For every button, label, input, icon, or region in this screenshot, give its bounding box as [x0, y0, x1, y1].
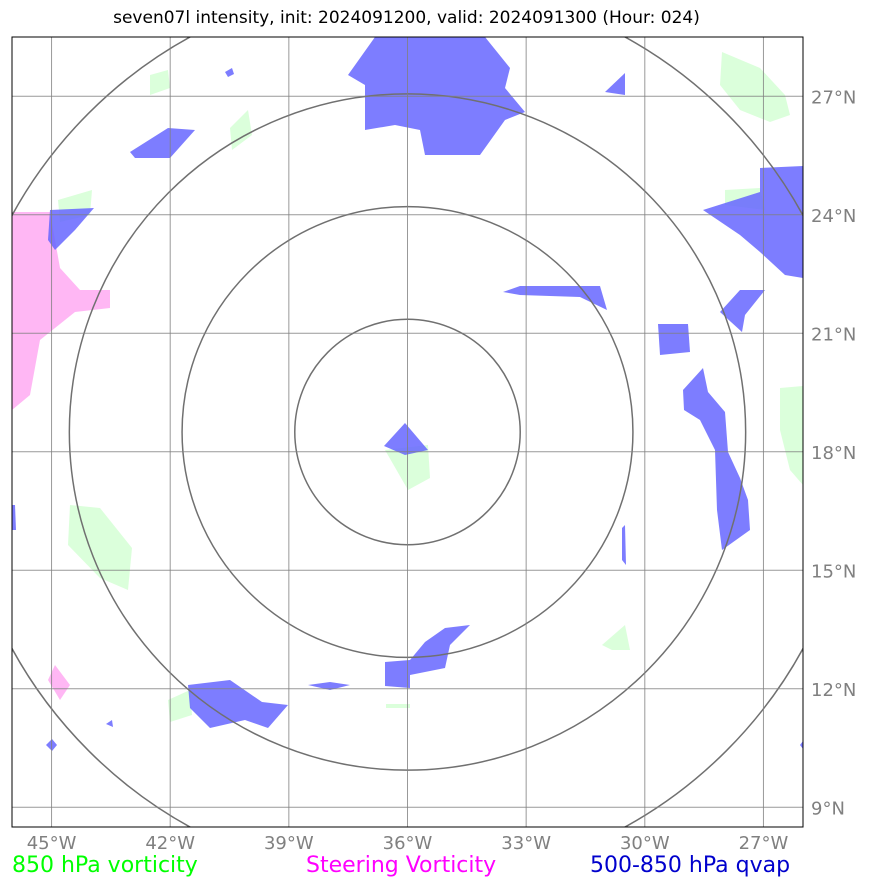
latitude-tick-label: 12°N	[811, 680, 856, 701]
longitude-labels: 45°W 42°W 39°W 36°W 33°W 30°W 27°W	[27, 833, 789, 854]
latitude-tick-label: 15°N	[811, 561, 856, 582]
longitude-tick-label: 27°W	[739, 833, 789, 854]
longitude-tick-label: 36°W	[383, 833, 433, 854]
map-title: seven07l intensity, init: 2024091200, va…	[113, 8, 700, 28]
longitude-tick-label: 42°W	[145, 833, 195, 854]
qvap-patch	[130, 128, 195, 158]
steering-vorticity-patch	[48, 665, 70, 700]
qvap-patch	[720, 290, 765, 332]
longitude-tick-label: 45°W	[27, 833, 77, 854]
graticule	[12, 37, 803, 827]
latitude-tick-label: 9°N	[811, 798, 845, 819]
qvap-patch	[106, 720, 113, 727]
qvap-patch	[800, 741, 803, 749]
vorticity-850-patch	[168, 690, 192, 722]
plot-frame	[11, 36, 804, 828]
vorticity-850-patch	[780, 386, 803, 485]
latitude-tick-label: 21°N	[811, 324, 856, 345]
qvap-patch	[188, 680, 288, 728]
steering-vorticity-patch	[12, 212, 110, 410]
latitude-tick-label: 27°N	[811, 87, 856, 108]
qvap-patch	[658, 324, 690, 355]
qvap-patch	[605, 73, 625, 95]
latitude-tick-label: 24°N	[811, 206, 856, 227]
qvap-patch	[503, 286, 607, 310]
legend-qvap: 500-850 hPa qvap	[590, 853, 791, 878]
latitude-tick-label: 18°N	[811, 443, 856, 464]
qvap-patch	[703, 166, 803, 278]
qvap-patch	[48, 208, 94, 250]
longitude-tick-label: 33°W	[501, 833, 551, 854]
qvap-layer	[12, 37, 803, 751]
qvap-patch	[384, 423, 428, 455]
steering-vorticity-layer	[12, 212, 110, 700]
qvap-patch	[308, 682, 350, 690]
vorticity-850-patch	[68, 505, 132, 590]
map-layers	[12, 37, 803, 827]
legend-steering-vorticity: Steering Vorticity	[306, 853, 497, 878]
legend-850-vorticity: 850 hPa vorticity	[12, 853, 198, 878]
vorticity-850-patch	[720, 52, 790, 122]
vorticity-850-patch	[150, 70, 170, 95]
qvap-patch	[12, 505, 16, 530]
qvap-patch	[622, 525, 626, 565]
latitude-labels: 9°N 12°N 15°N 18°N 21°N 24°N 27°N	[811, 87, 856, 819]
vorticity-850-patch	[602, 625, 630, 650]
longitude-tick-label: 30°W	[620, 833, 670, 854]
vorticity-850-patch	[386, 704, 410, 708]
longitude-tick-label: 39°W	[264, 833, 314, 854]
qvap-patch	[225, 68, 234, 77]
qvap-patch	[683, 368, 750, 550]
